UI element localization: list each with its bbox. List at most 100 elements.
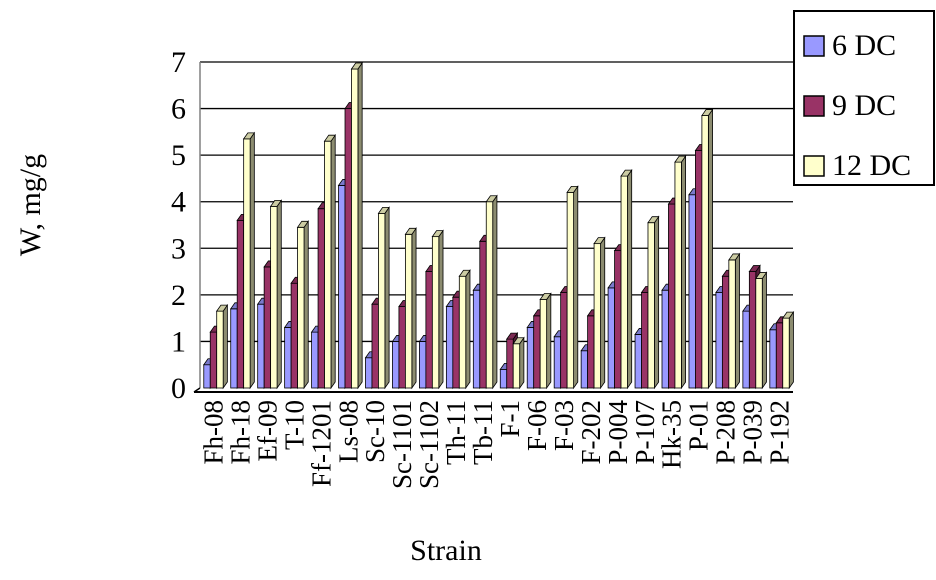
bar-front [634, 334, 642, 389]
bar-front [775, 322, 784, 389]
bar-side [627, 168, 633, 390]
bar-front [445, 306, 454, 389]
bar-front [553, 336, 562, 389]
bar-front [209, 331, 218, 389]
bar-side [734, 252, 740, 390]
bar-top [647, 216, 660, 224]
bar-top [755, 272, 768, 279]
bar-front [587, 315, 595, 389]
bar-front [580, 350, 589, 389]
bar [458, 268, 471, 390]
bar [539, 292, 552, 390]
bar [566, 185, 579, 390]
x-tick-label: Sc-1101 [387, 400, 417, 489]
y-tick-label: 7 [171, 46, 186, 79]
bar-front [715, 292, 723, 389]
bar-side [222, 303, 228, 390]
bar-side [303, 220, 309, 390]
bar [296, 220, 310, 390]
bar-top [323, 134, 336, 142]
bar [781, 310, 795, 390]
bar-side [330, 133, 336, 390]
bar [242, 131, 256, 390]
x-tick-label: F-03 [549, 400, 579, 451]
bar-front [344, 108, 352, 389]
bar-top [674, 155, 687, 163]
bar-top [620, 169, 633, 177]
legend-swatch [803, 155, 825, 177]
bar-front [742, 310, 750, 389]
bar-side [600, 236, 606, 390]
x-tick-label: P-039 [738, 400, 768, 465]
x-tick-label: Sc-10 [360, 400, 390, 463]
bar-top [781, 311, 795, 319]
x-tick-label: Ef-09 [252, 400, 282, 461]
bar [431, 229, 444, 390]
legend: 6 DC 9 DC 12 DC [793, 10, 935, 186]
bar-front [674, 161, 682, 389]
x-tick-label: Ls-08 [333, 400, 363, 463]
bar-side [492, 194, 498, 390]
bar-front [701, 115, 709, 389]
y-tick-label: 1 [171, 325, 186, 358]
bar-front [728, 259, 736, 389]
y-tick-label: 0 [171, 372, 186, 405]
bar-front [668, 203, 676, 389]
bar-front [593, 243, 601, 389]
x-tick-label: F-1 [495, 400, 525, 438]
bar-side [546, 292, 552, 390]
bar [350, 61, 363, 390]
bar-top [458, 269, 471, 277]
bar-front [688, 194, 696, 389]
bar-side [384, 206, 390, 390]
x-tick-label: P-004 [603, 400, 633, 465]
bar-side [761, 271, 767, 390]
bar-top [512, 337, 525, 345]
bar-front [782, 317, 790, 389]
x-tick-label: P-192 [765, 400, 795, 465]
x-tick-label: P-208 [711, 400, 741, 465]
x-tick-label: Fh-18 [225, 400, 255, 465]
bar-front [472, 289, 481, 389]
bar-top [701, 109, 714, 116]
bar-top [404, 227, 417, 235]
legend-label: 9 DC [832, 89, 896, 122]
bar-top [296, 220, 310, 228]
y-tick-label: 5 [171, 139, 186, 172]
bar [377, 206, 390, 390]
bar [674, 154, 687, 390]
y-tick-label: 3 [171, 232, 186, 265]
bar-front [641, 292, 649, 389]
x-tick-label: F-202 [576, 400, 606, 465]
bar-side [707, 108, 713, 390]
bar-front [425, 271, 433, 389]
bar-front [365, 357, 373, 389]
bar-top [566, 185, 579, 193]
bar [485, 194, 498, 390]
x-tick-label: T-10 [279, 400, 309, 450]
bar-top [485, 195, 498, 203]
bar [215, 303, 229, 390]
bar-front [452, 296, 460, 389]
bar [647, 215, 660, 390]
x-tick-label: P-107 [630, 400, 660, 465]
bar-front [566, 191, 574, 389]
bar-front [748, 271, 757, 389]
floor-edge [193, 387, 201, 393]
bar-top [431, 230, 444, 238]
bar-top [505, 332, 519, 340]
x-tick-label: Fh-08 [198, 400, 228, 465]
bar-front [539, 299, 548, 389]
bar-front [695, 150, 703, 389]
x-tick-label: Th-11 [441, 400, 471, 465]
bar [269, 199, 283, 390]
bar-front [216, 310, 224, 389]
bar-side [788, 310, 794, 390]
bar-front [479, 240, 487, 389]
bar-front [243, 138, 251, 389]
bar-front [351, 68, 359, 389]
bar-front [506, 338, 514, 389]
bar [593, 236, 606, 390]
x-tick-label: F-06 [522, 400, 552, 451]
bar-side [654, 215, 660, 390]
